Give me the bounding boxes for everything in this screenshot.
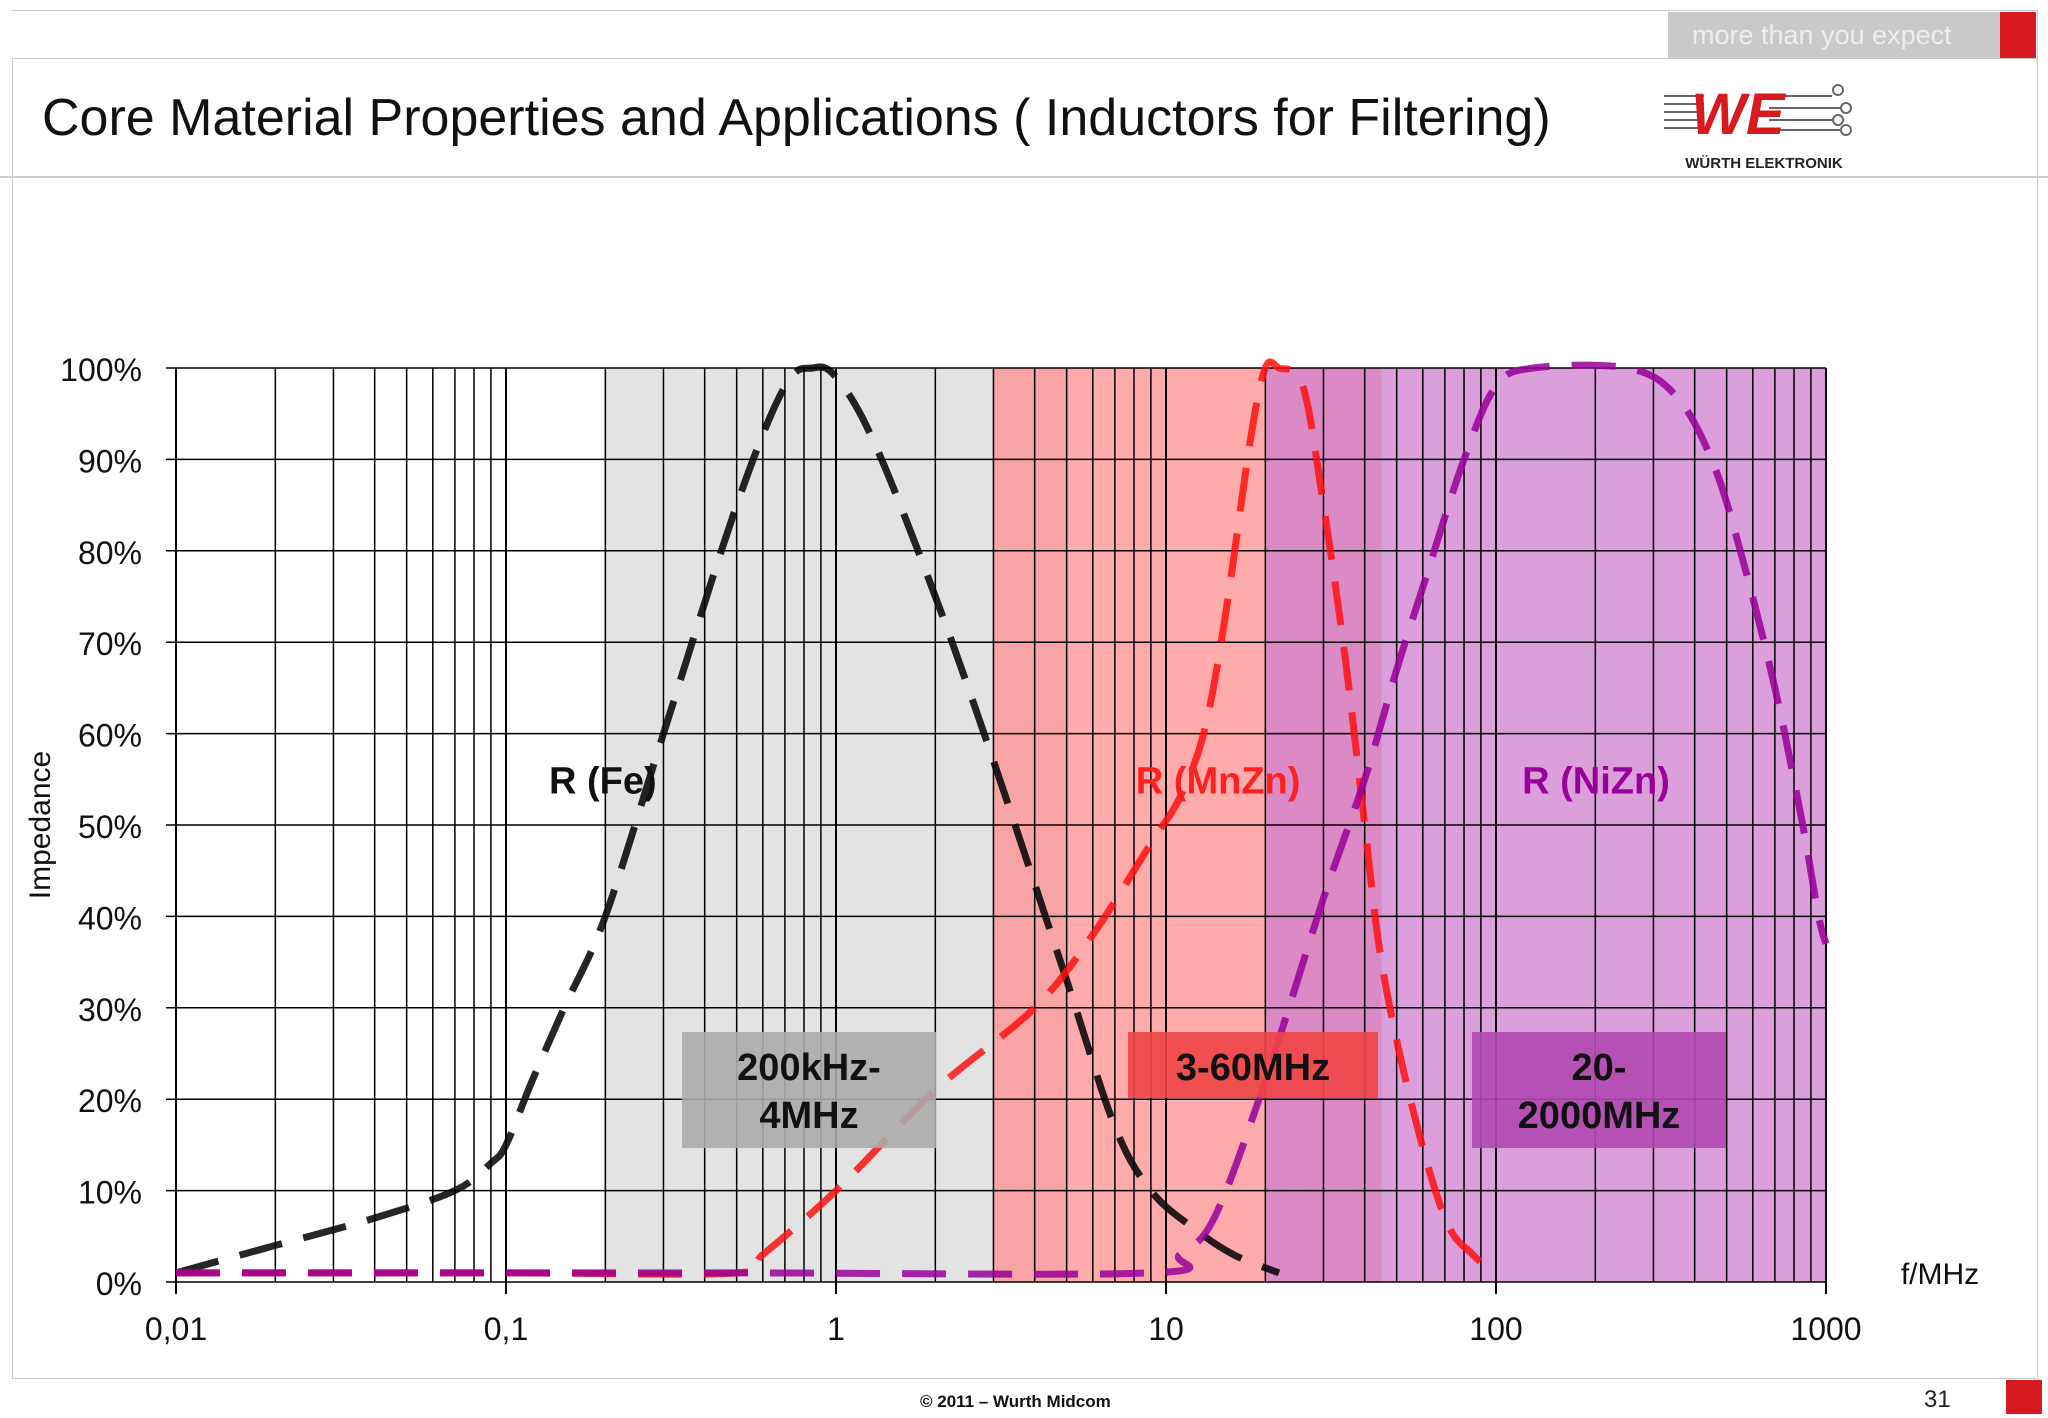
- tagline-text: more than you expect: [1692, 19, 1952, 50]
- band-label-box-fe: [682, 1032, 936, 1148]
- x-tick-label: 10: [1148, 1311, 1184, 1347]
- x-tick-label: 0,01: [145, 1311, 207, 1347]
- y-tick-label: 40%: [78, 900, 142, 936]
- top-rule: [12, 10, 2038, 11]
- y-tick-label: 50%: [78, 809, 142, 845]
- band-label-line: 3-60MHz: [1176, 1047, 1330, 1089]
- logo-name: WÜRTH ELEKTRONIK: [1685, 155, 1843, 172]
- y-tick-label: 70%: [78, 626, 142, 662]
- series-label-rmnzn: R (MnZn): [1136, 760, 1301, 802]
- header-rule: [12, 58, 2038, 59]
- y-axis-label: Impedance: [24, 751, 57, 899]
- title-rule: [0, 176, 2048, 178]
- corner-accent: [2006, 1380, 2042, 1414]
- series-labels: R (Fe) R (MnZn) R (NiZn): [549, 760, 1670, 802]
- curve-rfe: [175, 363, 1281, 1277]
- curve-rnizn: [176, 361, 1830, 1278]
- chart-axes: 0% 10% 20% 30% 40% 50% 60% 70% 80% 90% 100% 0,01 0,1…: [24, 352, 1979, 1347]
- left-rule: [12, 58, 13, 1378]
- band-label-line: 2000MHz: [1518, 1095, 1681, 1137]
- logo-mark: WE: [1691, 82, 1787, 147]
- page-title: Core Material Properties and Application…: [42, 89, 1551, 147]
- page-number: 31: [1924, 1386, 1951, 1413]
- x-tick-label: 1000: [1790, 1311, 1861, 1347]
- tagline-accent: [2000, 12, 2036, 58]
- logo-circuit-lines: [1664, 84, 1852, 136]
- x-axis-label: f/MHz: [1901, 1258, 1979, 1291]
- band-label-mnzn: 3-60MHz: [1176, 1047, 1330, 1089]
- tagline-bar: more than you expect: [1668, 12, 2000, 58]
- band-label-nizn: 20- 2000MHz: [1518, 1047, 1681, 1137]
- band-label-fe: 200kHz- 4MHz: [737, 1047, 881, 1137]
- chart-grid: [166, 367, 1827, 1283]
- right-rule: [2037, 10, 2038, 1378]
- y-tick-label: 100%: [60, 352, 142, 388]
- y-tick-label: 60%: [78, 718, 142, 754]
- curve-rmnzn: [176, 358, 1499, 1278]
- band-labels: 200kHz- 4MHz 3-60MHz 20- 2000MHz: [682, 1032, 1726, 1148]
- impedance-curves: [175, 358, 1830, 1278]
- series-label-rnizn: R (NiZn): [1522, 760, 1670, 802]
- company-logo: WE WÜRTH ELEKTRONIK: [1664, 82, 1852, 172]
- band-label-line: 20-: [1572, 1047, 1627, 1089]
- bottom-rule: [12, 1378, 2038, 1379]
- y-tick-label: 90%: [78, 443, 142, 479]
- x-tick-label: 0,1: [484, 1311, 528, 1347]
- x-tick-label: 1: [827, 1311, 845, 1347]
- band-label-box-nizn: [1472, 1032, 1726, 1148]
- band-label-line: 200kHz-: [737, 1047, 881, 1089]
- series-label-rfe: R (Fe): [549, 760, 657, 802]
- copyright: © 2011 – Wurth Midcom: [920, 1392, 1111, 1411]
- band-label-box-mnzn: [1128, 1032, 1378, 1098]
- band-label-line: 4MHz: [759, 1095, 858, 1137]
- y-tick-label: 80%: [78, 535, 142, 571]
- y-tick-label: 0%: [96, 1266, 142, 1302]
- x-tick-label: 100: [1469, 1311, 1522, 1347]
- y-tick-label: 10%: [78, 1175, 142, 1211]
- y-tick-label: 20%: [78, 1083, 142, 1119]
- y-tick-label: 30%: [78, 992, 142, 1028]
